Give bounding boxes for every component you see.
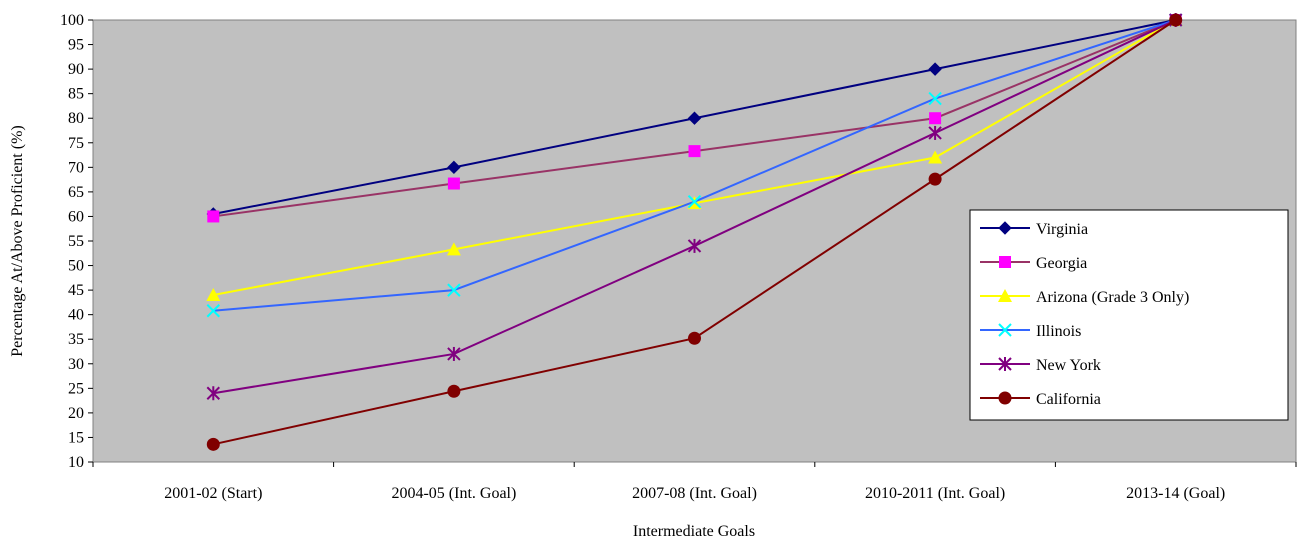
x-tick-label-3: 2010-2011 (Int. Goal) xyxy=(865,485,1005,502)
series-0-point-1 xyxy=(447,160,461,175)
x-tick-label-2: 2007-08 (Int. Goal) xyxy=(632,485,757,502)
legend-entry-3: Illinois xyxy=(980,323,1081,340)
series-3-point-1-stroke-b xyxy=(447,283,461,297)
y-tick-label-5: 35 xyxy=(68,331,84,348)
series-1-point-2 xyxy=(688,145,701,158)
legend-entry-0: Virginia xyxy=(980,221,1088,238)
series-4-point-1 xyxy=(447,346,461,361)
series-3-point-2-stroke-b xyxy=(687,195,702,209)
legend-box xyxy=(969,209,1289,421)
y-tick-label-2: 20 xyxy=(68,405,84,422)
legend-marker-3-stroke-b xyxy=(998,323,1012,337)
y-tick-label-17: 95 xyxy=(68,37,84,54)
legend-entry-5: California xyxy=(980,391,1101,408)
series-3-point-2 xyxy=(687,195,702,209)
y-tick-label-14: 80 xyxy=(68,110,84,127)
series-1-point-1 xyxy=(447,177,460,190)
legend-entry-2: Arizona (Grade 3 Only) xyxy=(980,289,1189,306)
y-tick-label-9: 55 xyxy=(68,233,84,250)
y-tick-label-0: 10 xyxy=(68,454,84,471)
y-tick-label-4: 30 xyxy=(68,356,84,373)
legend-label-1: Georgia xyxy=(1036,255,1087,272)
series-0-point-3 xyxy=(928,62,942,76)
y-tick-label-3: 25 xyxy=(68,380,84,397)
series-5-point-1 xyxy=(447,384,461,398)
series-3-point-0-stroke-b xyxy=(206,304,221,318)
y-tick-label-10: 60 xyxy=(68,208,84,225)
legend-label-0: Virginia xyxy=(1036,221,1088,238)
series-3-point-0 xyxy=(206,304,221,318)
legend-label-3: Illinois xyxy=(1036,323,1081,340)
series-5-point-0 xyxy=(206,437,220,451)
y-tick-label-1: 15 xyxy=(68,429,84,446)
series-0-point-2 xyxy=(687,111,702,125)
legend-marker-0 xyxy=(998,221,1012,235)
x-axis-title: Intermediate Goals xyxy=(633,523,755,540)
x-tick-label-1: 2004-05 (Int. Goal) xyxy=(391,485,516,502)
series-5-point-4 xyxy=(1169,13,1183,27)
series-4-point-0 xyxy=(206,386,221,401)
y-tick-label-8: 50 xyxy=(68,258,84,275)
y-tick-label-6: 40 xyxy=(68,307,84,324)
legend-marker-4 xyxy=(998,357,1012,371)
series-4-point-2 xyxy=(687,238,702,253)
x-tick-label-0: 2001-02 (Start) xyxy=(164,485,262,502)
series-2-point-1 xyxy=(446,242,461,256)
series-3-point-3 xyxy=(928,91,942,106)
legend-entry-1: Georgia xyxy=(980,255,1087,272)
y-tick-label-16: 90 xyxy=(68,61,84,78)
series-2-point-0 xyxy=(206,288,221,302)
y-tick-label-7: 45 xyxy=(68,282,84,299)
y-tick-label-15: 85 xyxy=(68,86,84,103)
legend-label-5: California xyxy=(1036,391,1101,408)
series-3-point-1 xyxy=(447,283,461,297)
y-tick-label-13: 75 xyxy=(68,135,84,152)
series-layer xyxy=(206,13,1183,451)
legend-marker-3 xyxy=(998,323,1012,337)
legend-entry-4: New York xyxy=(980,357,1101,374)
series-5-point-2 xyxy=(688,331,701,345)
legend-label-2: Arizona (Grade 3 Only) xyxy=(1036,289,1189,306)
y-tick-label-18: 100 xyxy=(60,12,84,29)
legend-marker-5 xyxy=(998,391,1012,405)
series-5-point-3 xyxy=(928,172,942,186)
series-2-point-3 xyxy=(928,150,943,164)
axes: 10 15 20 25 30 35 40 45 50 55 60 65 70 75 80 85 90 95 100 2… xyxy=(60,12,1297,502)
legend-label-4: New York xyxy=(1036,357,1101,374)
legend: Virginia Georgia Arizona (Grade 3 Only) Ill… xyxy=(969,209,1289,421)
series-1-point-3 xyxy=(929,112,942,125)
x-tick-label-4: 2013-14 (Goal) xyxy=(1126,485,1225,502)
y-tick-label-12: 70 xyxy=(68,159,84,176)
series-4-point-3 xyxy=(928,125,942,140)
legend-marker-2 xyxy=(998,289,1012,302)
y-tick-label-11: 65 xyxy=(68,184,84,201)
legend-marker-1 xyxy=(999,256,1011,268)
series-5 xyxy=(206,13,1183,451)
y-axis-title: Percentage At/Above Proficient (%) xyxy=(9,125,26,356)
series-3-point-3-stroke-b xyxy=(928,91,942,106)
series-1-point-0 xyxy=(207,210,220,223)
